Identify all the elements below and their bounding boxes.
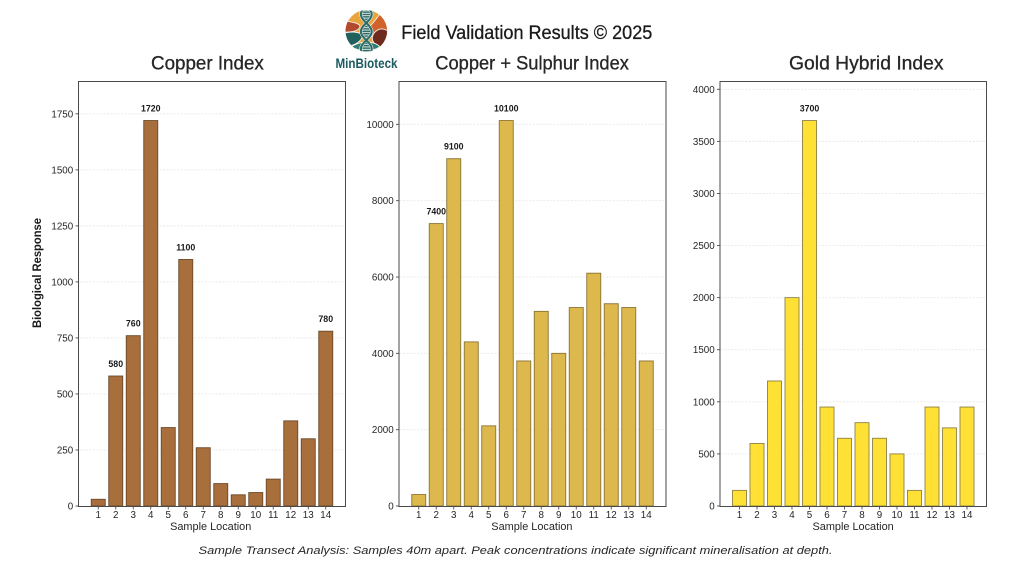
svg-text:580: 580 <box>108 359 123 369</box>
svg-text:8: 8 <box>218 510 224 521</box>
svg-text:8: 8 <box>859 510 865 521</box>
svg-text:13: 13 <box>303 510 314 521</box>
svg-text:5: 5 <box>486 510 492 521</box>
svg-text:2500: 2500 <box>693 241 715 252</box>
svg-text:1: 1 <box>416 510 421 521</box>
svg-text:9: 9 <box>556 510 561 521</box>
svg-text:2: 2 <box>754 510 759 521</box>
svg-text:6000: 6000 <box>372 273 394 284</box>
svg-text:4000: 4000 <box>372 349 394 360</box>
svg-text:12: 12 <box>285 510 296 521</box>
svg-text:6: 6 <box>183 510 189 521</box>
svg-text:1: 1 <box>96 510 101 521</box>
svg-text:5: 5 <box>166 510 172 521</box>
svg-text:12: 12 <box>927 510 938 521</box>
svg-text:14: 14 <box>962 510 973 521</box>
svg-text:5: 5 <box>807 510 813 521</box>
svg-text:9: 9 <box>877 510 882 521</box>
svg-text:14: 14 <box>641 510 652 521</box>
svg-text:0: 0 <box>68 502 74 513</box>
svg-text:6: 6 <box>504 510 510 521</box>
svg-text:Gold Hybrid Index: Gold Hybrid Index <box>789 53 944 74</box>
svg-text:750: 750 <box>57 333 74 344</box>
svg-text:780: 780 <box>318 314 333 324</box>
svg-text:2000: 2000 <box>693 293 715 304</box>
svg-text:4: 4 <box>469 510 475 521</box>
svg-text:3: 3 <box>772 510 778 521</box>
svg-text:7: 7 <box>521 510 526 521</box>
svg-text:Sample Location: Sample Location <box>491 521 572 533</box>
svg-text:4: 4 <box>148 510 154 521</box>
svg-text:10000: 10000 <box>366 120 394 131</box>
svg-text:6: 6 <box>824 510 830 521</box>
svg-text:8: 8 <box>539 510 545 521</box>
svg-text:13: 13 <box>944 510 955 521</box>
svg-text:1500: 1500 <box>693 345 715 356</box>
svg-text:3500: 3500 <box>693 137 715 148</box>
svg-text:MinBioteck: MinBioteck <box>336 55 398 71</box>
svg-text:10: 10 <box>250 510 261 521</box>
svg-text:7: 7 <box>201 510 206 521</box>
svg-text:9: 9 <box>236 510 241 521</box>
svg-text:500: 500 <box>698 449 715 460</box>
svg-text:Sample Transect Analysis: Samp: Sample Transect Analysis: Samples 40m ap… <box>199 545 833 557</box>
svg-text:3: 3 <box>131 510 137 521</box>
svg-text:4000: 4000 <box>693 85 715 96</box>
svg-text:1500: 1500 <box>51 165 73 176</box>
svg-text:9100: 9100 <box>444 142 464 152</box>
svg-text:7: 7 <box>842 510 847 521</box>
svg-text:14: 14 <box>320 510 331 521</box>
svg-text:Copper + Sulphur Index: Copper + Sulphur Index <box>435 53 629 74</box>
svg-text:2: 2 <box>434 510 439 521</box>
svg-text:2000: 2000 <box>372 425 394 436</box>
svg-text:3: 3 <box>451 510 457 521</box>
svg-text:Field Validation Results © 202: Field Validation Results © 2025 <box>401 22 652 44</box>
svg-text:0: 0 <box>388 502 394 513</box>
svg-text:0: 0 <box>709 502 715 513</box>
svg-text:760: 760 <box>126 319 141 329</box>
svg-text:10: 10 <box>571 510 582 521</box>
svg-text:250: 250 <box>57 445 74 456</box>
svg-text:1100: 1100 <box>176 242 195 252</box>
svg-text:500: 500 <box>57 389 74 400</box>
svg-text:1750: 1750 <box>51 109 73 120</box>
svg-text:12: 12 <box>606 510 617 521</box>
svg-text:1000: 1000 <box>693 397 715 408</box>
svg-text:1000: 1000 <box>51 277 73 288</box>
svg-text:Sample Location: Sample Location <box>170 521 251 533</box>
svg-text:Copper Index: Copper Index <box>151 53 264 74</box>
svg-text:11: 11 <box>268 510 278 521</box>
svg-text:Sample Location: Sample Location <box>813 521 894 533</box>
svg-text:11: 11 <box>909 510 919 521</box>
svg-text:1250: 1250 <box>51 221 73 232</box>
svg-text:2: 2 <box>113 510 118 521</box>
svg-text:7400: 7400 <box>426 207 446 217</box>
svg-text:10: 10 <box>892 510 903 521</box>
svg-text:Biological Response: Biological Response <box>30 218 44 328</box>
svg-text:13: 13 <box>623 510 634 521</box>
svg-text:3000: 3000 <box>693 189 715 200</box>
svg-text:4: 4 <box>789 510 795 521</box>
svg-text:10100: 10100 <box>494 104 519 114</box>
svg-text:11: 11 <box>589 510 599 521</box>
svg-text:3700: 3700 <box>800 104 820 114</box>
svg-text:1: 1 <box>737 510 742 521</box>
svg-text:8000: 8000 <box>372 196 394 207</box>
svg-text:1720: 1720 <box>141 104 161 114</box>
